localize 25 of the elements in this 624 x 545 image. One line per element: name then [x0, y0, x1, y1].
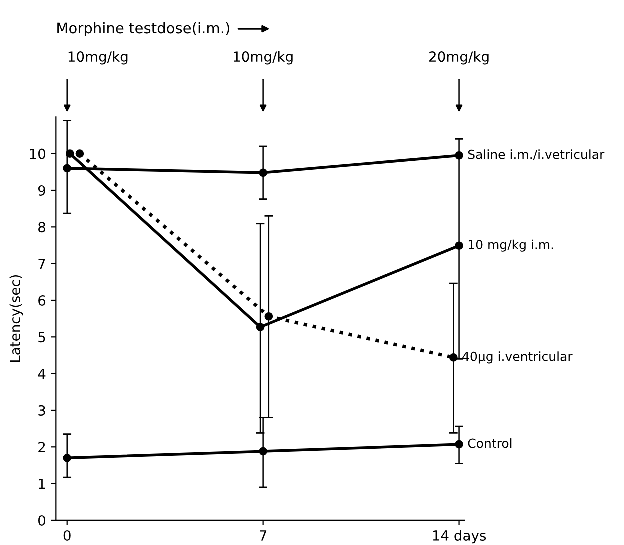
text: 10mg/kg — [234, 51, 293, 65]
y-tick-label: 2 — [38, 442, 46, 452]
x-tick-label: 0 — [64, 530, 71, 541]
series-label: Saline i.m./i.vetricular — [468, 150, 605, 160]
y-tick-label: 4 — [38, 368, 46, 380]
y-tick-label: 8 — [38, 222, 46, 233]
y-axis-title: Latency(sec) — [10, 275, 24, 362]
x-tick-label: 7 — [260, 530, 267, 541]
y-tick-label: 6 — [38, 295, 46, 306]
y-tick-label: 9 — [38, 185, 46, 196]
text: 10mg/kg — [68, 51, 128, 65]
point — [76, 150, 84, 158]
series-label: Control — [468, 438, 512, 448]
series-label: 10 mg/kg i.m. — [468, 240, 554, 252]
series-label: 40µg i.ventricular — [462, 352, 573, 364]
point — [66, 150, 74, 158]
y-tick-label: 0 — [38, 515, 46, 526]
y-tick-label: 5 — [38, 332, 46, 343]
chart-title: Morphine testdose(i.m.) — [58, 22, 230, 37]
y-tick-label: 3 — [38, 405, 46, 416]
y-tick-label: 10 — [30, 148, 46, 160]
y-tick-label: 1 — [39, 478, 46, 490]
x-tick-label: 14 days — [433, 530, 486, 544]
y-tick-label: 7 — [38, 258, 46, 270]
text: 20mg/kg — [430, 51, 489, 65]
